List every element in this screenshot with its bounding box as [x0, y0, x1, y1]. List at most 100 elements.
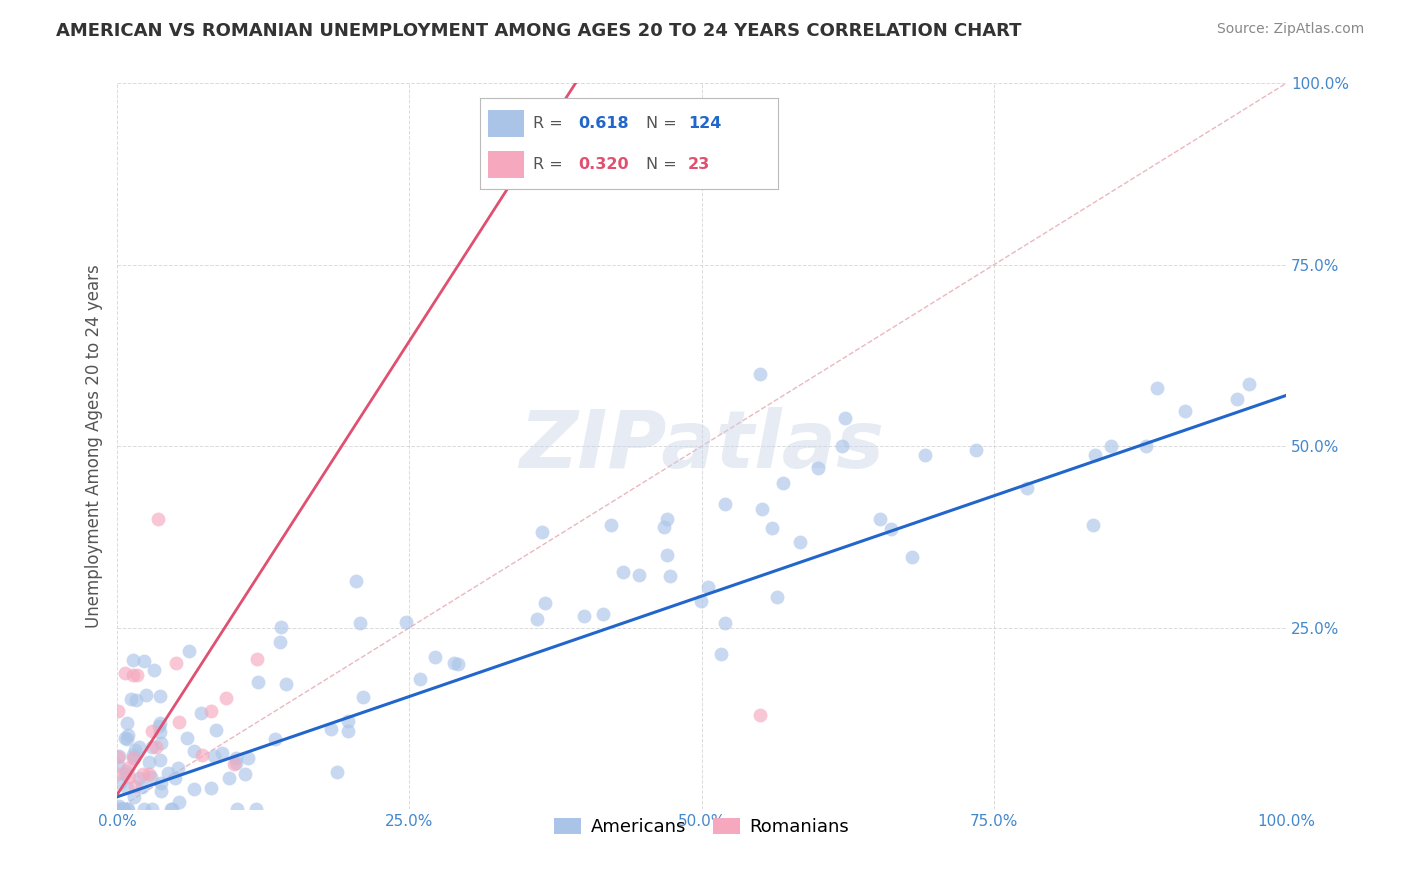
Point — [713, 616, 735, 631]
Point — [226, 802, 249, 816]
Point — [122, 790, 145, 805]
Point — [167, 714, 190, 729]
Point — [128, 740, 150, 755]
Point — [110, 802, 132, 816]
Point — [246, 652, 269, 666]
Point — [344, 574, 367, 588]
Point — [110, 802, 132, 816]
Point — [246, 674, 269, 689]
Point — [1099, 439, 1122, 453]
Point — [132, 802, 155, 816]
Point — [269, 634, 291, 648]
Point — [337, 723, 360, 738]
Point — [149, 784, 172, 798]
Point — [765, 591, 787, 605]
Point — [1084, 448, 1107, 462]
Point — [115, 780, 138, 795]
Point — [574, 608, 596, 623]
Point — [1017, 481, 1039, 495]
Point — [118, 770, 141, 784]
Point — [349, 615, 371, 630]
Point — [149, 753, 172, 767]
Point — [112, 802, 135, 816]
Point — [880, 522, 903, 536]
Point — [655, 548, 678, 562]
Point — [443, 656, 465, 670]
Point — [122, 653, 145, 667]
Point — [107, 758, 129, 772]
Text: Source: ZipAtlas.com: Source: ZipAtlas.com — [1216, 22, 1364, 37]
Point — [526, 612, 548, 626]
Point — [395, 615, 418, 629]
Point — [124, 743, 146, 757]
Point — [211, 746, 233, 760]
Point — [117, 802, 139, 816]
Point — [183, 744, 205, 758]
Text: AMERICAN VS ROMANIAN UNEMPLOYMENT AMONG AGES 20 TO 24 YEARS CORRELATION CHART: AMERICAN VS ROMANIAN UNEMPLOYMENT AMONG … — [56, 22, 1022, 40]
Point — [120, 691, 142, 706]
Point — [276, 677, 298, 691]
Point — [200, 704, 222, 718]
Point — [409, 673, 432, 687]
Point — [141, 723, 163, 738]
Point — [138, 756, 160, 770]
Point — [122, 748, 145, 763]
Point — [965, 443, 987, 458]
Point — [160, 802, 183, 816]
Point — [149, 716, 172, 731]
Point — [165, 657, 187, 671]
Point — [108, 802, 131, 816]
Point — [218, 771, 240, 785]
Point — [1237, 377, 1260, 392]
Point — [156, 765, 179, 780]
Point — [122, 751, 145, 765]
Point — [233, 767, 256, 781]
Point — [690, 594, 713, 608]
Point — [149, 776, 172, 790]
Point — [200, 781, 222, 796]
Point — [270, 620, 292, 634]
Point — [150, 736, 173, 750]
Point — [225, 751, 247, 765]
Point — [225, 756, 247, 770]
Point — [1146, 381, 1168, 395]
Point — [751, 502, 773, 516]
Point — [141, 740, 163, 755]
Point — [177, 644, 200, 658]
Point — [148, 719, 170, 733]
Point — [612, 566, 634, 580]
Point — [205, 723, 228, 737]
Point — [191, 747, 214, 762]
Point — [132, 767, 155, 781]
Point — [149, 725, 172, 739]
Point — [176, 731, 198, 745]
Point — [117, 728, 139, 742]
Point — [141, 802, 163, 816]
Point — [1174, 404, 1197, 418]
Point — [831, 439, 853, 453]
Point — [167, 761, 190, 775]
Point — [135, 688, 157, 702]
Point — [146, 512, 169, 526]
Text: ZIPatlas: ZIPatlas — [519, 408, 884, 485]
Point — [659, 568, 682, 582]
Point — [834, 410, 856, 425]
Point — [183, 782, 205, 797]
Point — [125, 668, 148, 682]
Point — [124, 780, 146, 794]
Point — [134, 654, 156, 668]
Point — [108, 776, 131, 790]
Point — [167, 795, 190, 809]
Point — [531, 524, 554, 539]
Point — [114, 766, 136, 780]
Point — [145, 740, 167, 755]
Point — [112, 802, 135, 816]
Point — [761, 521, 783, 535]
Point — [124, 693, 146, 707]
Point — [352, 690, 374, 704]
Point — [238, 750, 260, 764]
Point — [108, 748, 131, 763]
Point — [869, 512, 891, 526]
Point — [115, 715, 138, 730]
Point — [139, 770, 162, 784]
